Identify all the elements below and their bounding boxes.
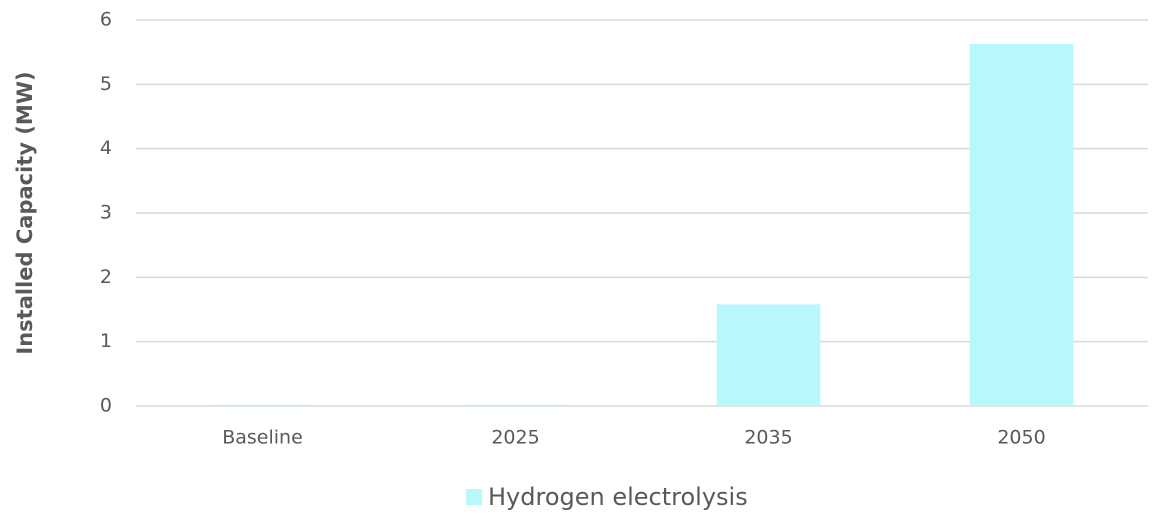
legend-swatch (466, 489, 482, 505)
bar (463, 404, 568, 406)
y-tick-label: 0 (100, 395, 112, 417)
y-axis-label: Installed Capacity (MW) (13, 71, 37, 354)
y-tick-label: 6 (100, 9, 112, 31)
y-tick-label: 5 (100, 73, 112, 95)
bar (210, 404, 315, 406)
legend-label: Hydrogen electrolysis (488, 483, 748, 511)
x-tick-label: Baseline (222, 427, 303, 449)
y-tick-label: 3 (100, 202, 112, 224)
bar (716, 304, 821, 406)
x-tick-label: 2025 (491, 427, 539, 449)
bar (969, 43, 1074, 406)
y-tick-label: 4 (100, 137, 112, 159)
x-tick-label: 2050 (997, 427, 1045, 449)
y-tick-label: 1 (100, 330, 112, 352)
x-tick-label: 2035 (744, 427, 792, 449)
y-tick-label: 2 (100, 266, 112, 288)
